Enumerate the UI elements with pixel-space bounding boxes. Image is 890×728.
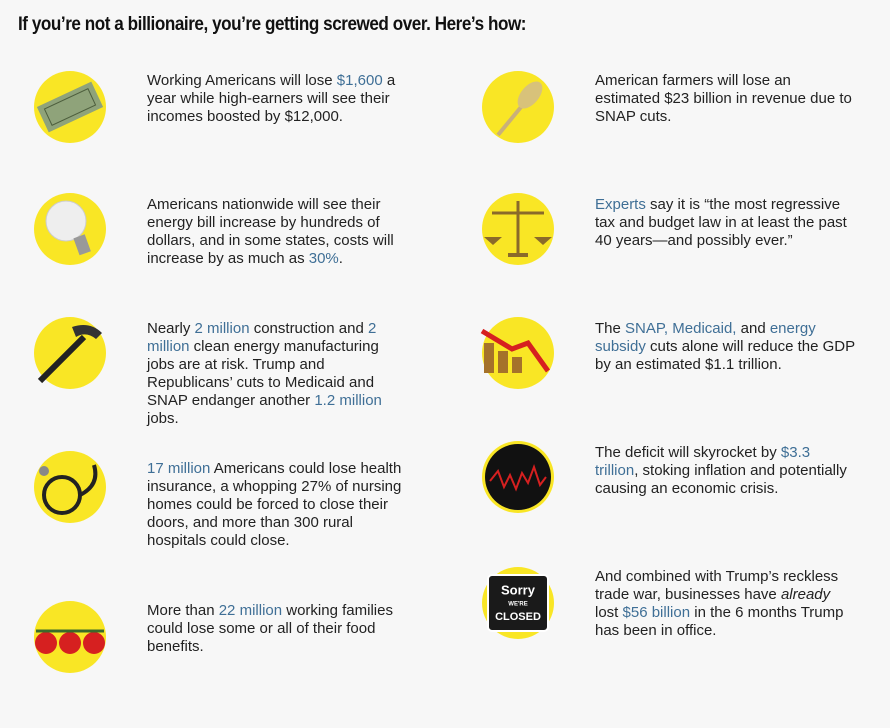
item-text: Americans nationwide will see their ener… <box>147 196 409 268</box>
item-text: The deficit will skyrocket by $3.3 trill… <box>595 444 857 498</box>
link[interactable]: $1,600 <box>336 72 383 89</box>
link[interactable]: $3.3 trillion <box>595 444 811 479</box>
item-text: 17 million Americans could lose health i… <box>147 460 409 550</box>
item-text: Working Americans will lose $1,600 a yea… <box>147 72 409 126</box>
text-segment: Working Americans will lose <box>147 72 337 89</box>
text-segment: The <box>595 320 626 337</box>
text-segment: and <box>736 320 770 337</box>
item-text: Experts say it is “the most regressive t… <box>595 196 857 250</box>
text-segment: American farmers will lose an estimated … <box>595 72 852 125</box>
icon <box>34 193 106 265</box>
text-segment: The deficit will skyrocket by <box>595 444 781 461</box>
text-segment: Americans nationwide will see their ener… <box>147 196 394 267</box>
link[interactable]: Experts <box>595 196 646 213</box>
link[interactable]: SNAP, Medicaid, <box>625 320 737 337</box>
text-segment: And combined with Trump’s reckless trade… <box>595 568 839 603</box>
icon <box>482 441 554 513</box>
item-text: American farmers will lose an estimated … <box>595 72 857 126</box>
text-segment: cuts alone will reduce the GDP by an est… <box>595 338 855 373</box>
icon <box>482 71 554 143</box>
link[interactable]: 2 million <box>147 320 377 355</box>
icon <box>34 451 106 523</box>
link[interactable]: 17 million <box>147 460 211 477</box>
link[interactable]: 1.2 million <box>314 392 382 409</box>
text-segment: a year while high-earners will see their… <box>147 72 396 125</box>
link[interactable]: 22 million <box>218 602 283 619</box>
icon <box>34 71 106 143</box>
text-segment: already <box>780 586 831 603</box>
link[interactable]: 30% <box>308 250 339 267</box>
icon <box>34 317 106 389</box>
icon <box>480 317 554 389</box>
icon-text: WE'RE <box>508 602 527 608</box>
text-segment: construction and <box>249 320 368 337</box>
text-segment: in the 6 months Trump has been in office… <box>595 604 844 639</box>
text-segment: jobs. <box>147 410 179 427</box>
item-text: And combined with Trump’s reckless trade… <box>595 568 857 640</box>
icon <box>34 601 106 673</box>
text-segment: say it is “the most regressive tax and b… <box>595 196 847 249</box>
item-text: Nearly 2 million construction and 2 mill… <box>147 320 409 428</box>
link[interactable]: $56 billion <box>622 604 691 621</box>
text-segment: working families could lose some or all … <box>147 602 393 655</box>
link[interactable]: 2 million <box>194 320 250 337</box>
icon: Sorry WE'RE CLOSED <box>482 567 554 639</box>
icon-text: Sorry <box>501 582 536 597</box>
item-text: More than 22 million working families co… <box>147 602 409 656</box>
link[interactable]: energy subsidy <box>595 320 816 355</box>
title: If you’re not a billionaire, you’re gett… <box>18 14 527 35</box>
icon <box>482 193 554 265</box>
text-segment: lost <box>595 604 623 621</box>
text-segment: Americans could lose health insurance, a… <box>147 460 402 549</box>
text-segment: clean energy manufacturing jobs are at r… <box>147 338 379 409</box>
item-text: The SNAP, Medicaid, and energy subsidy c… <box>595 320 857 374</box>
text-segment: . <box>338 250 343 267</box>
text-segment: , stoking inflation and potentially caus… <box>595 462 847 497</box>
icon-text: CLOSED <box>495 611 541 623</box>
text-segment: More than <box>147 602 219 619</box>
text-segment: Nearly <box>147 320 195 337</box>
